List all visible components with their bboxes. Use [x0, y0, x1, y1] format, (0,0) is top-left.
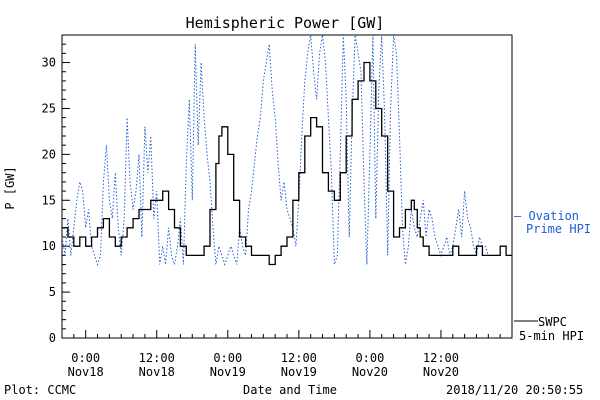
legend-ovation: — Ovation Prime HPI [514, 209, 591, 236]
chart-title: Hemispheric Power [GW] [186, 14, 385, 32]
y-tick-label: 25 [42, 101, 56, 115]
plot-timestamp: 2018/11/20 20:50:55 [446, 383, 583, 397]
x-axis: 0:00Nov1812:00Nov180:00Nov1912:00Nov190:… [61, 330, 513, 379]
x-axis-label: Date and Time [243, 383, 337, 397]
y-tick-label: 30 [42, 56, 56, 70]
legend-ovation-line1: — Ovation [514, 209, 579, 223]
y-tick-label: 20 [42, 147, 56, 161]
x-tick-date: Nov19 [281, 365, 317, 379]
legend-swpc-line1: SWPC [538, 315, 567, 329]
x-tick-date: Nov18 [139, 365, 175, 379]
x-tick-time: 0:00 [355, 351, 384, 365]
plot-source: Plot: CCMC [4, 383, 76, 397]
x-tick-time: 12:00 [281, 351, 317, 365]
y-tick-label: 5 [49, 285, 56, 299]
x-tick-date: Nov20 [423, 365, 459, 379]
x-tick-date: Nov18 [68, 365, 104, 379]
legend-ovation-line2: Prime HPI [526, 222, 591, 236]
series-layer [61, 34, 512, 267]
legend-swpc-line2: 5-min HPI [519, 329, 584, 343]
x-tick-time: 0:00 [213, 351, 242, 365]
x-tick-date: Nov19 [210, 365, 246, 379]
series-ovation-prime-line [61, 34, 489, 267]
series-swpc-line [62, 61, 512, 266]
x-tick-time: 0:00 [71, 351, 100, 365]
plot-area [61, 34, 513, 339]
x-tick-time: 12:00 [423, 351, 459, 365]
y-axis-label: P [GW] [3, 166, 17, 209]
y-tick-label: 10 [42, 239, 56, 253]
x-tick-time: 12:00 [139, 351, 175, 365]
y-axis: 0 5 10 15 20 25 30 [42, 43, 70, 345]
x-tick-date: Nov20 [352, 365, 388, 379]
y-tick-label: 15 [42, 193, 56, 207]
y-tick-label: 0 [49, 331, 56, 345]
legend-swpc: SWPC 5-min HPI [514, 315, 584, 343]
